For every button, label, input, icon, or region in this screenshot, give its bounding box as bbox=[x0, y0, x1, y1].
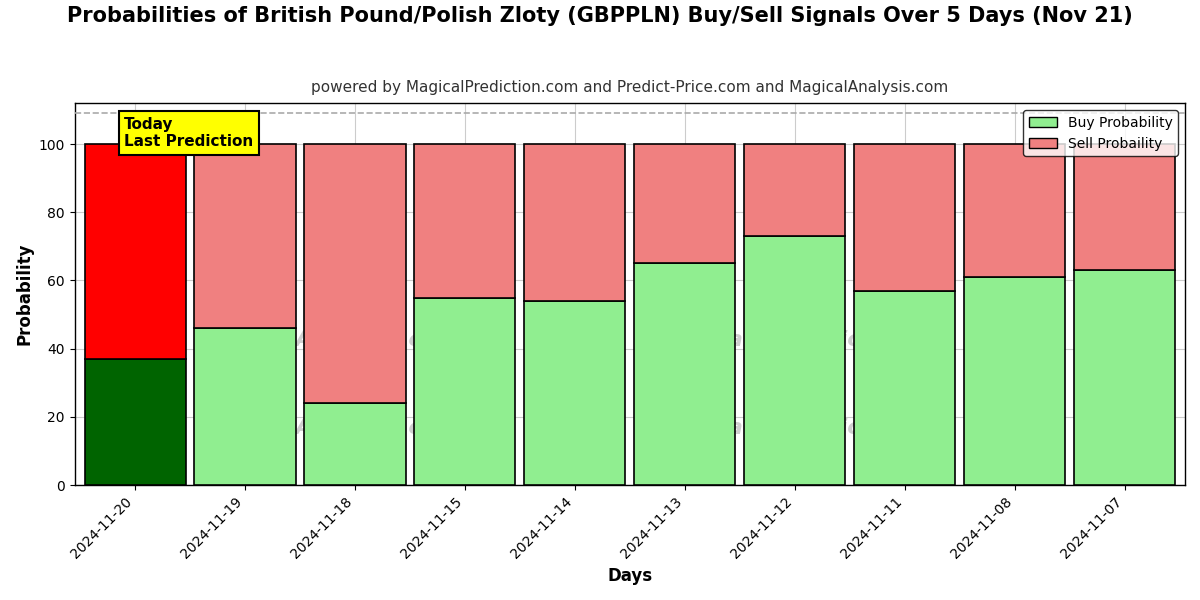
Bar bbox=[84, 144, 186, 359]
Y-axis label: Probability: Probability bbox=[16, 243, 34, 346]
Bar bbox=[1074, 270, 1175, 485]
Bar bbox=[414, 298, 516, 485]
Bar bbox=[305, 144, 406, 403]
Text: MagicalPrediction.com: MagicalPrediction.com bbox=[654, 418, 938, 438]
Bar bbox=[635, 263, 736, 485]
Bar bbox=[964, 144, 1066, 277]
Bar bbox=[964, 277, 1066, 485]
Text: MagicalPrediction.com: MagicalPrediction.com bbox=[654, 330, 938, 350]
Bar bbox=[524, 144, 625, 301]
Bar bbox=[414, 144, 516, 298]
Bar bbox=[854, 144, 955, 290]
Bar bbox=[194, 144, 295, 328]
Bar bbox=[744, 144, 845, 236]
Bar bbox=[305, 403, 406, 485]
X-axis label: Days: Days bbox=[607, 567, 653, 585]
Bar bbox=[1074, 144, 1175, 270]
Legend: Buy Probability, Sell Probaility: Buy Probability, Sell Probaility bbox=[1024, 110, 1178, 156]
Bar bbox=[194, 328, 295, 485]
Text: Today
Last Prediction: Today Last Prediction bbox=[124, 117, 253, 149]
Text: MagicalAnalysis.com: MagicalAnalysis.com bbox=[199, 330, 461, 350]
Bar bbox=[524, 301, 625, 485]
Text: Probabilities of British Pound/Polish Zloty (GBPPLN) Buy/Sell Signals Over 5 Day: Probabilities of British Pound/Polish Zl… bbox=[67, 6, 1133, 26]
Bar bbox=[635, 144, 736, 263]
Bar bbox=[744, 236, 845, 485]
Text: MagicalAnalysis.com: MagicalAnalysis.com bbox=[199, 418, 461, 438]
Bar bbox=[84, 359, 186, 485]
Title: powered by MagicalPrediction.com and Predict-Price.com and MagicalAnalysis.com: powered by MagicalPrediction.com and Pre… bbox=[311, 80, 948, 95]
Bar bbox=[854, 290, 955, 485]
